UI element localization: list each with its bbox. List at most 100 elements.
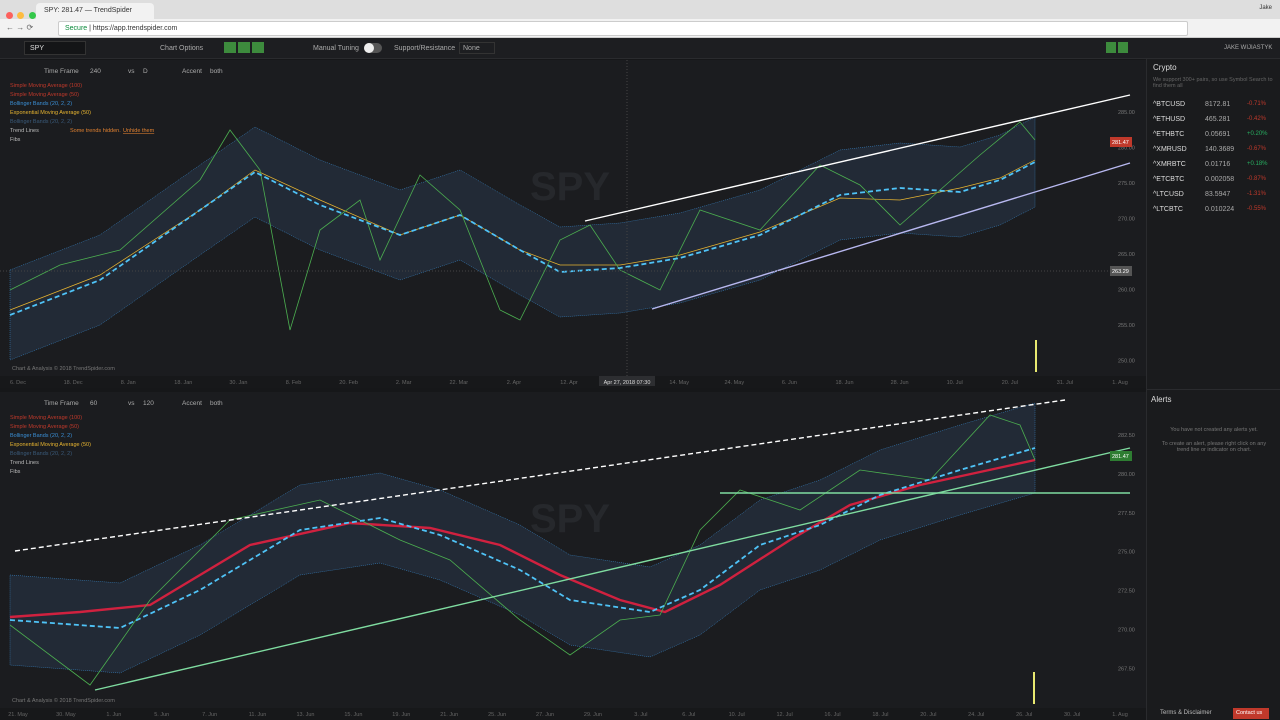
- watchlist-row[interactable]: ^XMRBTC 0.01716 +0.18%: [1153, 159, 1277, 174]
- legend-item: Bollinger Bands (20, 2, 2): [10, 119, 72, 125]
- watchlist-row[interactable]: ^BTCUSD 8172.81 -0.71%: [1153, 99, 1277, 114]
- price-tick-label: 277.50: [1118, 511, 1135, 517]
- change: -0.67%: [1247, 146, 1267, 152]
- price-tick-label: 280.00: [1118, 472, 1135, 478]
- tuning-toggle[interactable]: [364, 43, 382, 53]
- date-label: 30. Jul: [1064, 712, 1080, 718]
- legend-item: Bollinger Bands (20, 2, 2): [10, 451, 72, 457]
- cursor-price-tag: [1110, 266, 1132, 276]
- watchlist-title[interactable]: Crypto: [1153, 63, 1177, 72]
- trend-line: [94, 447, 1131, 691]
- price: 0.002058: [1205, 176, 1235, 183]
- date-label: 30. Jan: [229, 380, 247, 386]
- date-label: 6. Jun: [782, 380, 797, 386]
- price: 0.01716: [1205, 161, 1231, 168]
- watchlist-row[interactable]: ^LTCBTC 0.010224 -0.55%: [1153, 204, 1277, 219]
- legend-item: Simple Moving Average (100): [10, 83, 82, 89]
- date-label: 8. Feb: [286, 380, 302, 386]
- alerts-empty: You have not created any alerts yet.: [1170, 427, 1258, 433]
- header-vs-label: vs: [128, 400, 135, 407]
- cursor-price: 263.29: [1112, 269, 1129, 275]
- volume-bar: [1033, 672, 1035, 704]
- toolbar: SPY Chart Options Manual Tuning Support/…: [0, 38, 1280, 59]
- indicator-line: [9, 458, 1036, 619]
- watchlist-row[interactable]: ^LTCUSD 83.5947 -1.31%: [1153, 189, 1277, 204]
- symbol: ^LTCUSD: [1153, 191, 1184, 198]
- url-field[interactable]: Secure | https://app.trendspider.com: [58, 21, 1188, 36]
- date-label: 29. Jun: [584, 712, 602, 718]
- date-label: 10. Jul: [947, 380, 963, 386]
- date-label: 1. Jun: [106, 712, 121, 718]
- legend-item: Trend Lines: [10, 128, 39, 134]
- date-label: 18. Dec: [64, 380, 83, 386]
- date-label: 2. Mar: [396, 380, 412, 386]
- watchlist-row[interactable]: ^ETHBTC 0.05691 +0.20%: [1153, 129, 1277, 144]
- chart-panel: SPY Time Frame 60 vs 120 Accent both Simple Mov…: [0, 392, 1146, 720]
- header-accent: both: [210, 68, 223, 75]
- change: +0.18%: [1247, 161, 1268, 167]
- date-label: 15. Jun: [344, 712, 362, 718]
- alerts-title: Alerts: [1151, 395, 1172, 404]
- date-label: 25. Jun: [488, 712, 506, 718]
- support-resistance: Support/Resistance: [394, 45, 456, 52]
- date-label: 27. Jun: [536, 712, 554, 718]
- watchlist-row[interactable]: ^XMRUSD 140.3689 -0.67%: [1153, 144, 1277, 159]
- change: -0.42%: [1247, 116, 1267, 122]
- address-bar: ← → ⟳ Secure | https://app.trendspider.c…: [0, 19, 1280, 38]
- price: 83.5947: [1205, 191, 1231, 198]
- date-label: 12. Jul: [776, 712, 792, 718]
- moving-average: [9, 161, 1036, 316]
- price-tick-label: 250.00: [1118, 359, 1135, 365]
- terms-link[interactable]: Terms & Disclaimer: [1160, 710, 1212, 716]
- legend-item: Trend Lines: [10, 460, 39, 466]
- date-label: 6. Dec: [10, 380, 26, 386]
- date-label: 1. Aug: [1112, 712, 1128, 718]
- alerts-help: To create an alert, please right click o…: [1161, 441, 1267, 453]
- date-label: 6. Jul: [682, 712, 695, 718]
- date-axis: [0, 708, 1146, 720]
- legend-item: Bollinger Bands (20, 2, 2): [10, 101, 72, 107]
- symbol-input[interactable]: SPY: [24, 41, 86, 55]
- price-tick-label: 255.00: [1118, 323, 1135, 329]
- moving-average: [9, 447, 1036, 629]
- user-name: Jake: [1259, 5, 1272, 11]
- change: +0.20%: [1247, 131, 1268, 137]
- price-tick-label: 282.50: [1118, 433, 1135, 439]
- date-label: 3. Jul: [634, 712, 647, 718]
- price-tick-label: 285.00: [1118, 110, 1135, 116]
- header-accent: both: [210, 400, 223, 407]
- price: 8172.81: [1205, 101, 1231, 108]
- watchlist-row[interactable]: ^ETCBTC 0.002058 -0.87%: [1153, 174, 1277, 189]
- date-label: 26. Jul: [1016, 712, 1032, 718]
- date-label: 30. May: [56, 712, 76, 718]
- price-tick-label: 265.00: [1118, 252, 1135, 258]
- date-label: 11. Jun: [249, 712, 267, 718]
- date-label: 20. Feb: [339, 380, 358, 386]
- legend-item: Exponential Moving Average (50): [10, 110, 91, 116]
- price-tick-label: 270.00: [1118, 628, 1135, 634]
- secure-label: Secure: [65, 25, 88, 32]
- chart-type-buttons[interactable]: [224, 42, 270, 54]
- price: 0.05691: [1205, 131, 1231, 138]
- date-label: 21. May: [8, 712, 28, 718]
- nav-buttons[interactable]: ← → ⟳: [6, 23, 34, 32]
- date-label: 31. Jul: [1057, 380, 1073, 386]
- price-line: [9, 121, 1036, 331]
- browser-tab[interactable]: SPY: 281.47 — TrendSpider: [36, 3, 154, 19]
- sr-select[interactable]: None: [459, 42, 495, 54]
- symbol: ^ETHBTC: [1153, 131, 1185, 138]
- charts: SPY Time Frame 240 vs D Accent both Simple Movi…: [0, 60, 1146, 720]
- chart-panel: SPY Time Frame 240 vs D Accent both Simple Movi…: [0, 60, 1146, 388]
- account-name[interactable]: JAKE WIJIASTYK: [1224, 45, 1273, 51]
- contact-button[interactable]: Contact us: [1233, 708, 1269, 719]
- date-label: 12. Apr: [560, 380, 578, 386]
- last-price-tag: [1110, 451, 1132, 461]
- trend-line: [584, 94, 1131, 222]
- watchlist-row[interactable]: ^ETHUSD 465.281 -0.42%: [1153, 114, 1277, 129]
- price: 465.281: [1205, 116, 1231, 123]
- date-label: 20. Jul: [1002, 380, 1018, 386]
- toolbar-icons[interactable]: [1106, 42, 1170, 54]
- legend-item: Bollinger Bands (20, 2, 2): [10, 433, 72, 439]
- chart-options[interactable]: Chart Options: [160, 45, 204, 52]
